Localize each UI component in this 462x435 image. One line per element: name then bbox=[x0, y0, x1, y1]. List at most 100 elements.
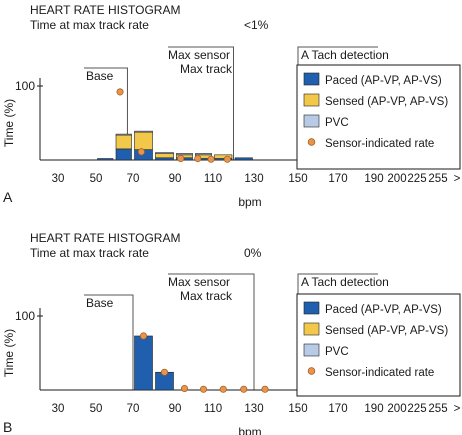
x-tick-label: 190 bbox=[364, 403, 383, 415]
base-bracket-line bbox=[84, 67, 128, 160]
x-tick-label: 255 bbox=[428, 403, 447, 415]
legend-box bbox=[296, 293, 461, 397]
sensor-rate-point bbox=[160, 368, 169, 376]
paced-bar-segment bbox=[155, 157, 174, 161]
legend-swatch bbox=[303, 322, 320, 336]
y-tick-label: 100 bbox=[15, 79, 35, 93]
x-tick-label: 150 bbox=[288, 173, 307, 185]
x-tick-label: > bbox=[454, 173, 461, 185]
sensed-bar-segment bbox=[115, 134, 132, 150]
x-tick-label: 200 bbox=[387, 173, 406, 185]
x-tick-label: 70 bbox=[127, 403, 140, 415]
x-tick-label: 70 bbox=[127, 173, 140, 185]
x-tick-label: 90 bbox=[169, 173, 182, 185]
base-bracket-line bbox=[84, 294, 134, 390]
x-tick-label: 150 bbox=[288, 403, 307, 415]
x-tick-label: > bbox=[454, 403, 461, 415]
x-tick-label: 255 bbox=[428, 173, 447, 185]
sensor-rate-point bbox=[116, 88, 124, 96]
base-label: Base bbox=[86, 296, 114, 310]
sensor-rate-point bbox=[199, 385, 208, 393]
sensed-bar-segment bbox=[155, 153, 174, 159]
y-axis-label: Time (%) bbox=[2, 329, 16, 377]
x-tick-label: 50 bbox=[90, 173, 103, 185]
legend-swatch-dot bbox=[307, 367, 316, 375]
legend-entry: Paced (AP-VP, AP-VS) bbox=[325, 304, 442, 316]
paced-bar-segment bbox=[234, 157, 253, 161]
legend: Paced (AP-VP, AP-VS) Sensed (AP-VP, AP-VS… bbox=[296, 64, 461, 170]
pvc-bar-segment bbox=[115, 133, 132, 136]
sensor-rate-point bbox=[240, 385, 248, 393]
max-track-label: Time at max track rate bbox=[30, 18, 149, 32]
x-tick-label: 50 bbox=[90, 403, 103, 415]
sensor-rate-point bbox=[137, 148, 145, 156]
x-axis-label: bpm bbox=[238, 425, 261, 435]
max-track-annotation-label: Max track bbox=[180, 62, 233, 76]
chart-title: HEART RATE HISTOGRAM bbox=[30, 231, 180, 245]
max-sensor-label: Max sensor bbox=[168, 48, 230, 62]
legend-box bbox=[296, 64, 461, 170]
x-tick-label: 170 bbox=[328, 403, 347, 415]
x-tick-label: 30 bbox=[52, 173, 65, 185]
pvc-bar-segment bbox=[176, 153, 193, 156]
max-track-annotation-label: Max track bbox=[180, 289, 233, 303]
paced-bar-segment bbox=[97, 158, 114, 161]
sensor-rate-point bbox=[194, 154, 202, 163]
legend-entry: PVC bbox=[325, 117, 349, 129]
legend-swatch bbox=[303, 93, 320, 107]
x-tick-label: 130 bbox=[244, 403, 263, 415]
sensor-rate-point bbox=[177, 154, 185, 163]
x-tick-label: 110 bbox=[204, 403, 222, 415]
sensor-rate-point bbox=[261, 385, 269, 393]
x-tick-label: 170 bbox=[328, 173, 347, 185]
atach-detection-label: A Tach detection bbox=[301, 48, 389, 62]
pvc-bar-segment bbox=[155, 152, 174, 154]
x-tick-label: 90 bbox=[169, 403, 182, 415]
legend-swatch bbox=[303, 343, 320, 357]
pvc-bar-segment bbox=[134, 130, 153, 133]
y-tick-label: 100 bbox=[15, 309, 35, 323]
x-tick-label: 130 bbox=[244, 173, 263, 185]
sensor-rate-point bbox=[207, 155, 215, 163]
panel-letter: B bbox=[3, 419, 12, 435]
x-tick-label: 190 bbox=[364, 173, 383, 185]
base-label: Base bbox=[86, 69, 114, 83]
max-track-value: 0% bbox=[244, 246, 262, 260]
sensor-rate-point bbox=[219, 385, 227, 393]
sensed-bar-segment bbox=[134, 131, 153, 150]
legend-entry: Sensor-indicated rate bbox=[325, 367, 434, 379]
pvc-bar-segment bbox=[195, 153, 212, 156]
x-tick-label: 30 bbox=[52, 403, 65, 415]
paced-bar-segment bbox=[115, 148, 132, 161]
atach-detection-label: A Tach detection bbox=[301, 275, 389, 289]
sensed-bar-segment bbox=[214, 154, 233, 159]
sensor-rate-point bbox=[139, 332, 148, 340]
legend-swatch bbox=[303, 72, 320, 86]
sensor-rate-point bbox=[180, 384, 189, 393]
max-track-label: Time at max track rate bbox=[30, 246, 149, 260]
legend-entry: Paced (AP-VP, AP-VS) bbox=[325, 75, 442, 87]
x-tick-label: 225 bbox=[407, 173, 426, 185]
x-tick-label: 225 bbox=[407, 403, 426, 415]
legend: Paced (AP-VP, AP-VS) Sensed (AP-VP, AP-VS… bbox=[296, 293, 461, 397]
max-sensor-bracket-line bbox=[168, 46, 234, 160]
legend-entry: Sensed (AP-VP, AP-VS) bbox=[325, 325, 448, 337]
chart-title: HEART RATE HISTOGRAM bbox=[30, 3, 180, 17]
max-track-value: <1% bbox=[244, 18, 269, 32]
x-tick-label: 110 bbox=[204, 173, 222, 185]
x-tick-label: 200 bbox=[387, 403, 406, 415]
legend-swatch bbox=[303, 301, 320, 315]
y-axis-label: Time (%) bbox=[2, 99, 16, 147]
legend-swatch bbox=[303, 114, 320, 128]
sensor-rate-point bbox=[223, 155, 231, 163]
legend-entry: Sensed (AP-VP, AP-VS) bbox=[325, 96, 448, 108]
paced-bar-segment bbox=[134, 335, 153, 391]
panel-letter: A bbox=[3, 189, 13, 205]
legend-swatch-dot bbox=[307, 138, 316, 146]
legend-entry: Sensor-indicated rate bbox=[325, 138, 434, 150]
x-axis-label: bpm bbox=[238, 195, 261, 209]
max-sensor-bracket-line bbox=[168, 273, 255, 390]
